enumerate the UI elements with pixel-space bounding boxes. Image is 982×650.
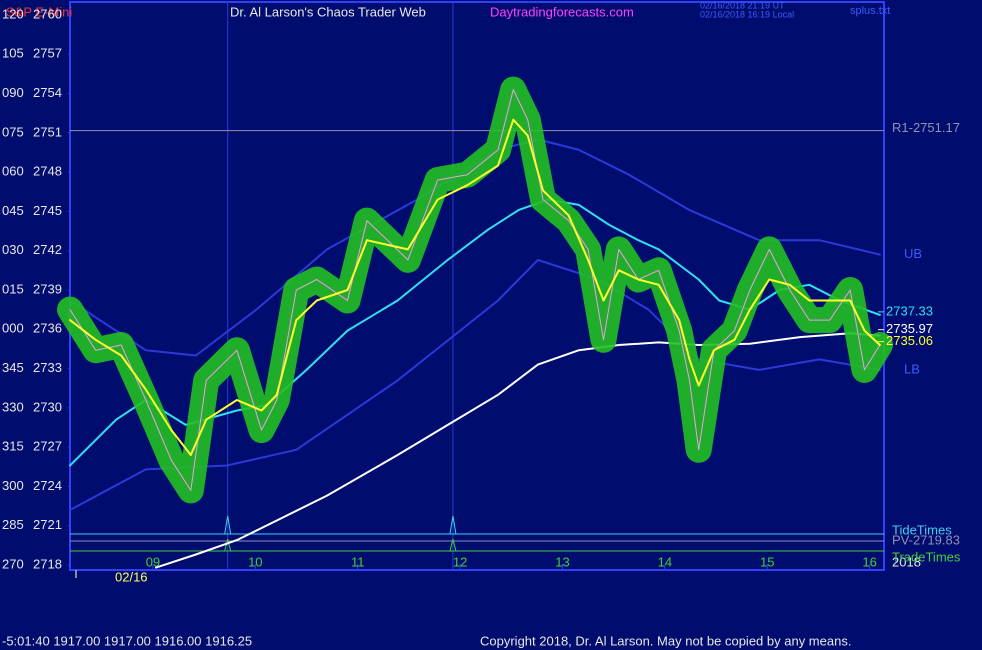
level-label: R1-2751.17: [892, 120, 960, 135]
x-tick-label: 12: [453, 554, 467, 569]
instrument: S&P E-Mini: [6, 4, 72, 19]
band-label: UB: [904, 246, 922, 261]
time-spike: [449, 515, 457, 535]
angle-label: 030: [2, 242, 24, 257]
x-tick-label: 13: [555, 554, 569, 569]
y-tick-label: 2739: [33, 281, 62, 296]
last-value-label: 2737.33: [886, 303, 933, 318]
date-label: 02/16: [115, 569, 148, 584]
y-tick-label: 2730: [33, 399, 62, 414]
y-tick-label: 2754: [33, 85, 62, 100]
angle-label: 330: [2, 399, 24, 414]
time-spike: [224, 515, 232, 535]
series-line: [69, 258, 881, 511]
time-spike: [224, 538, 232, 552]
timestamp: 02/16/2018 16:19 Local: [700, 9, 794, 19]
angle-label: 300: [2, 478, 24, 493]
angle-label: 345: [2, 360, 24, 375]
y-tick-label: 2745: [33, 203, 62, 218]
time-label: TideTimes: [892, 522, 952, 537]
y-tick-label: 2727: [33, 439, 62, 454]
level-label: PV-2719.83: [892, 532, 960, 547]
x-tick-label: 11: [351, 554, 365, 569]
series-line: [69, 118, 881, 456]
y-tick-label: 2718: [33, 556, 62, 571]
status: -5:01:40 1917.00 1917.00 1916.00 1916.25: [2, 633, 252, 648]
timestamp: 02/16/2018 21:19 UT: [700, 0, 785, 10]
time-label: TradeTimes: [892, 549, 961, 564]
angle-label: 015: [2, 281, 24, 296]
angle-label: 120: [2, 6, 24, 21]
time-spike: [449, 538, 457, 552]
x-tick-label: 14: [658, 554, 672, 569]
y-tick-label: 2736: [33, 321, 62, 336]
angle-label: 315: [2, 439, 24, 454]
angle-label: 285: [2, 517, 24, 532]
x-tick-label: 10: [248, 554, 262, 569]
y-tick-label: 2724: [33, 478, 62, 493]
x-tick-label: 09: [146, 554, 160, 569]
angle-label: 000: [2, 321, 24, 336]
y-tick-label: 2721: [33, 517, 62, 532]
copyright: Copyright 2018, Dr. Al Larson. May not b…: [480, 633, 851, 648]
y-tick-label: 2748: [33, 164, 62, 179]
price-band: [57, 76, 893, 504]
site: Daytradingforecasts.com: [490, 4, 634, 19]
y-tick-label: 2757: [33, 46, 62, 61]
band-label: LB: [904, 361, 920, 376]
series-line: [69, 138, 881, 357]
angle-label: 090: [2, 85, 24, 100]
series-line: [155, 332, 881, 569]
last-value-label: 2735.97: [886, 321, 933, 336]
angle-label: 270: [2, 556, 24, 571]
angle-label: 060: [2, 164, 24, 179]
y-tick-label: 2733: [33, 360, 62, 375]
file-name: splus.txt: [850, 5, 890, 17]
angle-label: 045: [2, 203, 24, 218]
y-tick-label: 2742: [33, 242, 62, 257]
x-tick-label: 15: [760, 554, 774, 569]
year-label: 2018: [892, 554, 921, 569]
chart-title: Dr. Al Larson's Chaos Trader Web: [230, 4, 426, 19]
angle-label: 075: [2, 124, 24, 139]
angle-label: 105: [2, 46, 24, 61]
x-tick-label: 16: [862, 554, 876, 569]
last-value-label: 2735.06: [886, 333, 933, 348]
y-tick-label: 2760: [33, 6, 62, 21]
y-tick-label: 2751: [33, 124, 62, 139]
plot-frame: [69, 1, 885, 571]
